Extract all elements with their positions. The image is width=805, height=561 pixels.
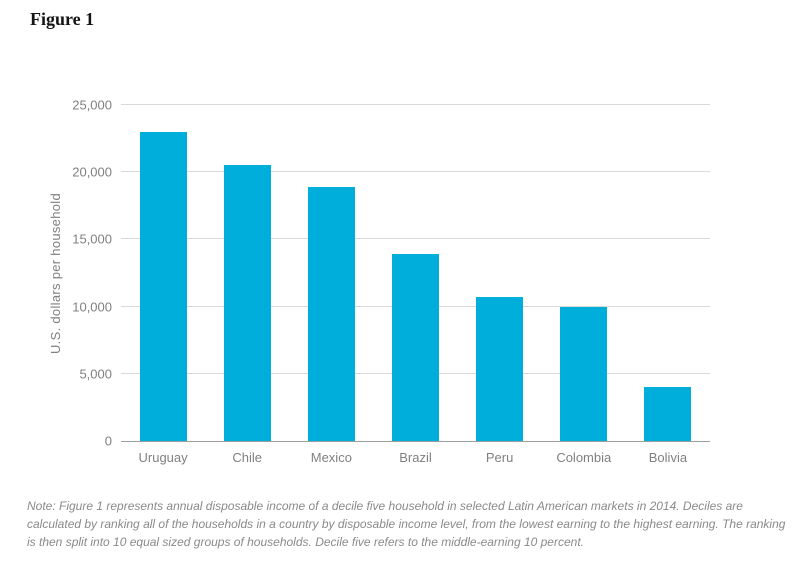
bar-peru [476,297,524,441]
figure-title: Figure 1 [30,9,95,29]
y-tick-label: 20,000 [72,164,112,180]
bar-group-colombia: Colombia [542,105,626,465]
bar-colombia [560,306,608,441]
bar-group-brazil: Brazil [373,105,457,465]
bar-group-chile: Chile [205,105,289,465]
bar-chile [223,165,271,441]
y-tick-label: 25,000 [72,97,112,113]
x-tick-label-colombia: Colombia [556,450,612,465]
x-tick-label-mexico: Mexico [310,450,352,465]
x-tick-label-bolivia: Bolivia [648,450,688,465]
bar-mexico [307,186,355,441]
x-tick-label-chile: Chile [232,450,263,465]
y-axis-title: U.S. dollars per household [44,105,66,441]
y-tick-label: 15,000 [72,231,112,247]
x-tick-label-brazil: Brazil [399,450,432,465]
bar-group-peru: Peru [458,105,542,465]
gridline [121,171,710,173]
gridline [121,238,710,240]
bar-group-uruguay: Uruguay [121,105,205,465]
gridline [121,104,710,105]
bar-group-mexico: Mexico [289,105,373,465]
y-tick-label: 10,000 [72,299,112,315]
bar-group-bolivia: Bolivia [626,105,710,465]
x-tick-label-peru: Peru [485,450,514,465]
plot-area: Uruguay Chile Mexico Brazil Peru Colombia Boli… [72,98,710,465]
bar-brazil [391,254,439,441]
bar-uruguay [139,131,187,441]
bar-series: Uruguay Chile Mexico Brazil Peru Colombia Boli… [121,105,710,465]
x-tick-label-uruguay: Uruguay [138,450,188,465]
figure-note: Note: Figure 1 represents annual disposa… [27,499,786,549]
y-axis-title-text: U.S. dollars per household [47,192,63,354]
y-tick-label: 5,000 [79,366,112,382]
bar-bolivia [644,387,692,441]
y-tick-label: 0 [104,433,112,449]
